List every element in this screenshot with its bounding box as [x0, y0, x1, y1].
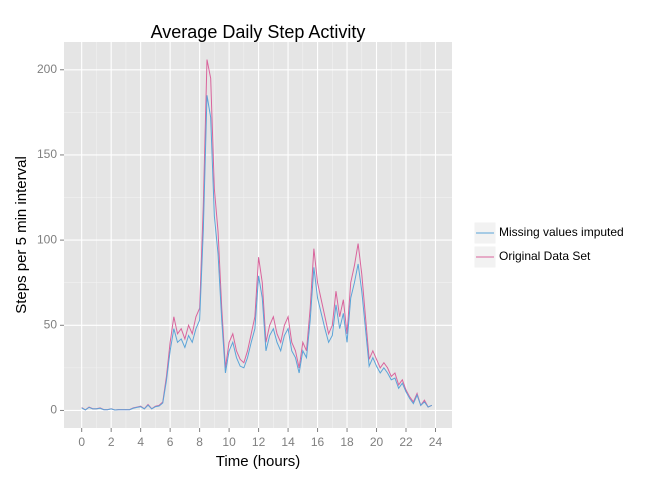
y-tick-label: 0	[50, 403, 57, 417]
y-tick-label: 100	[37, 232, 57, 246]
x-tick-label: 2	[108, 435, 115, 449]
x-tick-label: 22	[399, 435, 413, 449]
x-tick-label: 0	[78, 435, 85, 449]
x-tick-label: 6	[167, 435, 174, 449]
x-tick-label: 20	[370, 435, 384, 449]
x-tick-label: 8	[196, 435, 203, 449]
legend-label: Missing values imputed	[499, 225, 624, 239]
x-tick-label: 10	[222, 435, 236, 449]
y-axis-label: Steps per 5 min interval	[13, 156, 30, 314]
x-tick-label: 4	[137, 435, 144, 449]
x-axis-label: Time (hours)	[216, 453, 300, 470]
series-line	[81, 95, 433, 411]
y-tick-label: 150	[37, 147, 57, 161]
x-tick-label: 14	[281, 435, 295, 449]
chart-title: Average Daily Step Activity	[151, 22, 366, 42]
y-tick-label: 200	[37, 62, 57, 76]
y-tick-label: 50	[44, 317, 58, 331]
x-tick-label: 12	[252, 435, 266, 449]
x-tick-label: 24	[429, 435, 443, 449]
legend-label: Original Data Set	[499, 249, 591, 263]
x-tick-label: 18	[340, 435, 354, 449]
x-tick-label: 16	[311, 435, 325, 449]
plot-panel	[64, 42, 452, 428]
